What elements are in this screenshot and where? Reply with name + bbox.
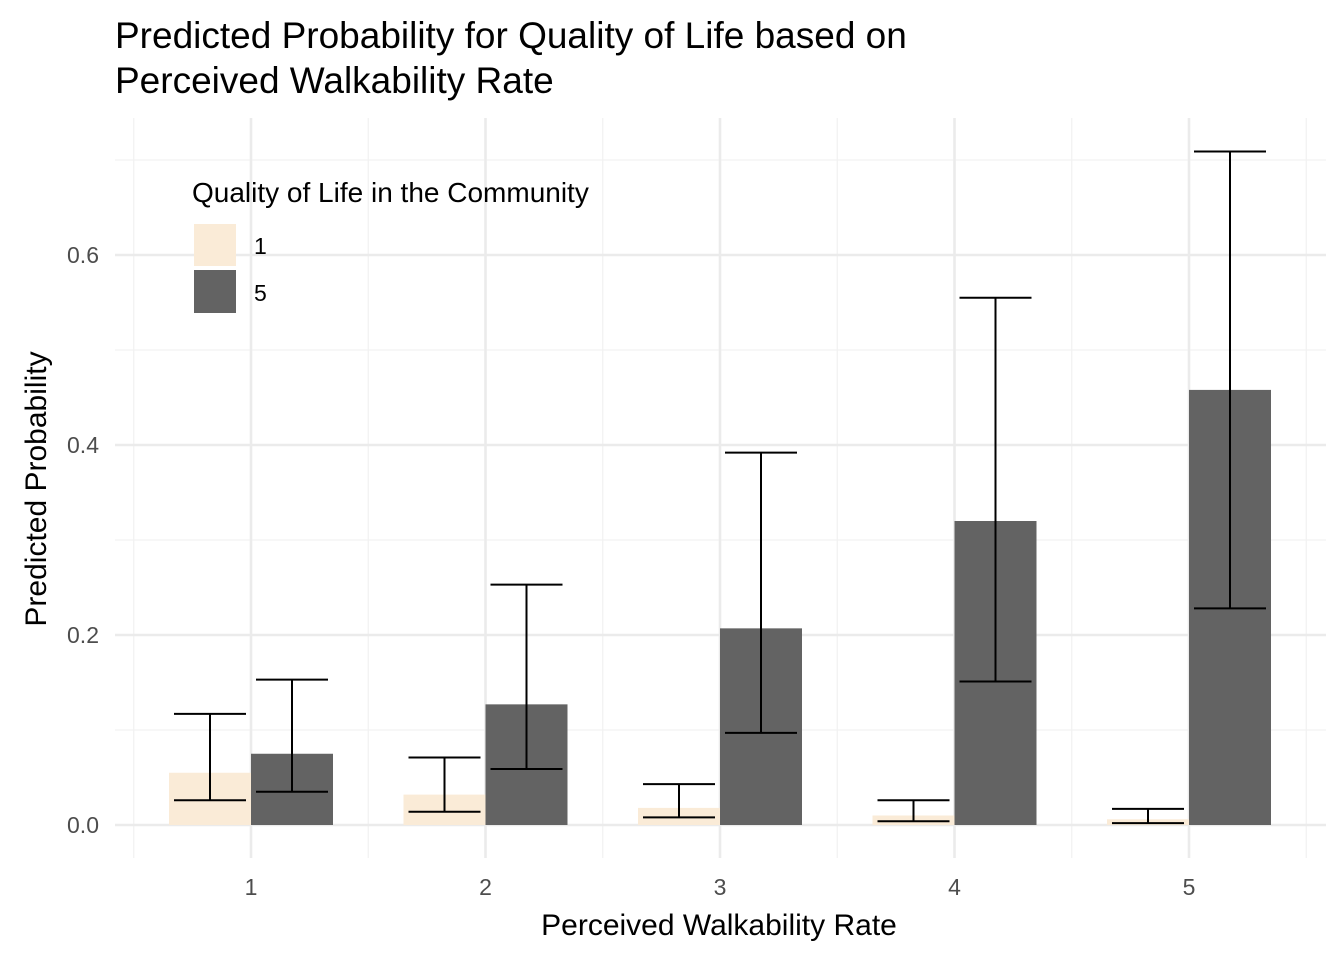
errorbar-series-5-cat-4 bbox=[959, 296, 1032, 683]
x-axis-title: Perceived Walkability Rate bbox=[541, 909, 897, 942]
errorbar-series-5-cat-5 bbox=[1194, 150, 1266, 610]
legend-title: Quality of Life in the Community bbox=[192, 177, 589, 208]
y-tick-label: 0.4 bbox=[67, 432, 99, 458]
x-tick-label: 1 bbox=[245, 874, 258, 900]
x-tick-label: 3 bbox=[714, 874, 727, 900]
x-tick-label: 5 bbox=[1183, 874, 1196, 900]
errorbar-series-1-cat-2 bbox=[408, 756, 481, 813]
legend-key-series-1 bbox=[194, 224, 236, 266]
y-axis-title: Predicted Probability bbox=[20, 351, 53, 626]
errorbar-series-1-cat-4 bbox=[877, 799, 950, 823]
x-axis-ticks: 1 2 3 4 5 bbox=[245, 874, 1196, 900]
y-tick-label: 0.0 bbox=[67, 812, 99, 838]
errorbar-series-5-cat-1 bbox=[256, 678, 328, 793]
legend-key-series-5 bbox=[194, 270, 236, 313]
errorbar-series-5-cat-3 bbox=[725, 451, 797, 734]
y-tick-label: 0.2 bbox=[67, 622, 99, 648]
legend-label-series-1: 1 bbox=[254, 233, 267, 259]
error-bars bbox=[174, 150, 1266, 825]
errorbar-series-1-cat-5 bbox=[1112, 807, 1184, 825]
errorbar-series-5-cat-2 bbox=[490, 583, 563, 770]
chart-title-line-1: Predicted Probability for Quality of Lif… bbox=[115, 15, 907, 56]
legend-label-series-5: 5 bbox=[254, 280, 267, 306]
legend: Quality of Life in the Community 1 5 bbox=[192, 177, 589, 313]
y-tick-label: 0.6 bbox=[67, 242, 99, 268]
x-tick-label: 4 bbox=[948, 874, 961, 900]
chart-title-line-2: Perceived Walkability Rate bbox=[115, 60, 554, 101]
errorbar-series-1-cat-3 bbox=[643, 783, 715, 819]
x-tick-label: 2 bbox=[479, 874, 492, 900]
errorbar-series-1-cat-1 bbox=[174, 712, 246, 802]
y-axis-ticks: 0.0 0.2 0.4 0.6 bbox=[67, 242, 99, 838]
